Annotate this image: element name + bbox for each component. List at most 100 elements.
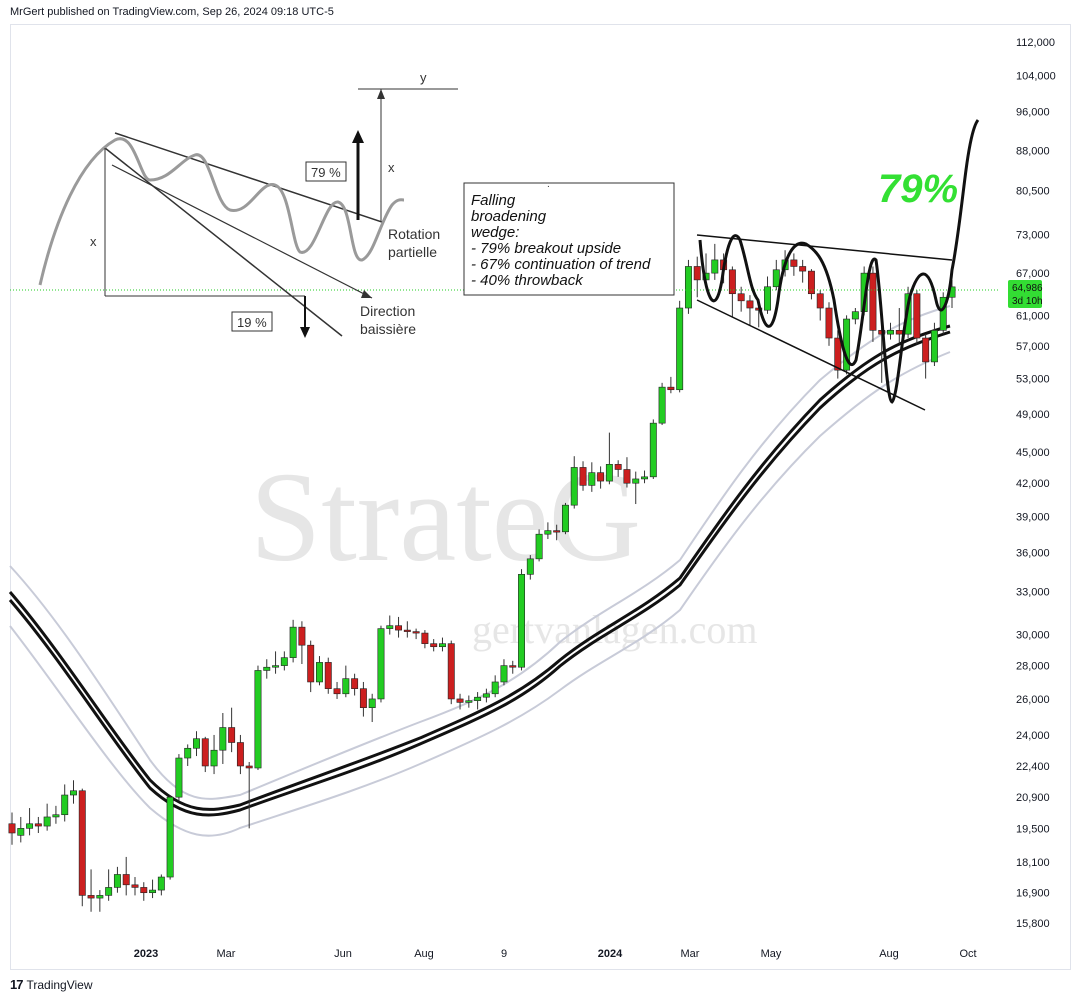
candle[interactable]: [447, 640, 455, 705]
candle[interactable]: [790, 253, 798, 276]
candle[interactable]: [887, 322, 894, 340]
candle[interactable]: [307, 640, 315, 693]
candle[interactable]: [605, 432, 613, 485]
candle[interactable]: [316, 656, 323, 686]
candle[interactable]: [544, 522, 552, 540]
candle[interactable]: [298, 621, 306, 665]
candle[interactable]: [799, 259, 807, 283]
candle[interactable]: [368, 693, 376, 723]
candle[interactable]: [157, 874, 165, 896]
candle[interactable]: [149, 879, 157, 899]
candle[interactable]: [930, 322, 938, 367]
candle[interactable]: [500, 659, 508, 686]
candle[interactable]: [87, 869, 95, 912]
candle[interactable]: [834, 330, 842, 379]
candlestick-series[interactable]: [8, 243, 956, 912]
candle[interactable]: [553, 524, 561, 541]
candle[interactable]: [430, 639, 438, 652]
candle[interactable]: [34, 816, 42, 833]
candle[interactable]: [851, 308, 859, 325]
candle[interactable]: [105, 869, 113, 901]
candle[interactable]: [78, 788, 86, 907]
candle[interactable]: [597, 466, 605, 489]
candle[interactable]: [509, 660, 517, 674]
candle[interactable]: [728, 266, 736, 317]
candle[interactable]: [280, 651, 288, 671]
candle[interactable]: [684, 259, 692, 314]
candle[interactable]: [807, 269, 815, 300]
candle[interactable]: [351, 673, 359, 696]
candle[interactable]: [632, 471, 640, 505]
candle[interactable]: [641, 470, 648, 484]
candle[interactable]: [193, 731, 200, 757]
candle[interactable]: [579, 461, 587, 491]
candle[interactable]: [518, 569, 525, 671]
candle[interactable]: [412, 628, 420, 640]
candle[interactable]: [201, 736, 209, 773]
candle[interactable]: [43, 803, 51, 831]
candle[interactable]: [52, 805, 60, 824]
candle[interactable]: [219, 713, 227, 764]
last-price-tag[interactable]: 64,986 3d 10h: [1008, 280, 1043, 308]
time-axis[interactable]: 2023 Mar Jun Aug 9 2024 Mar May Aug Oct: [134, 948, 977, 960]
candle[interactable]: [667, 376, 675, 394]
candle[interactable]: [377, 625, 385, 703]
candle[interactable]: [113, 866, 121, 893]
candle[interactable]: [403, 621, 411, 638]
candle[interactable]: [359, 681, 367, 717]
candle[interactable]: [421, 630, 429, 649]
candle[interactable]: [588, 462, 596, 492]
candle[interactable]: [395, 616, 403, 638]
candle[interactable]: [131, 877, 139, 896]
candle[interactable]: [140, 882, 148, 901]
candle[interactable]: [272, 651, 280, 674]
candle[interactable]: [26, 808, 34, 836]
candle[interactable]: [764, 276, 771, 314]
candle[interactable]: [166, 795, 174, 880]
candle[interactable]: [122, 856, 130, 896]
candle[interactable]: [711, 243, 719, 280]
candle[interactable]: [228, 707, 236, 753]
candle[interactable]: [456, 693, 464, 710]
price-axis[interactable]: 112,000 104,000 96,000 88,000 80,500 73,000 67…: [1016, 37, 1056, 930]
candle[interactable]: [649, 419, 657, 479]
candle[interactable]: [922, 334, 930, 379]
candle[interactable]: [245, 761, 253, 829]
candle[interactable]: [693, 256, 701, 298]
candle[interactable]: [869, 266, 877, 342]
candle[interactable]: [746, 295, 754, 326]
candle[interactable]: [210, 734, 218, 775]
footer-brand[interactable]: TradingView: [26, 977, 93, 992]
candle[interactable]: [184, 744, 192, 766]
candle[interactable]: [289, 619, 297, 663]
candle[interactable]: [676, 300, 684, 393]
candle[interactable]: [843, 315, 851, 375]
candle[interactable]: [772, 259, 780, 291]
candle[interactable]: [658, 382, 666, 426]
candle[interactable]: [913, 290, 921, 345]
candle[interactable]: [526, 555, 534, 580]
candle[interactable]: [263, 659, 271, 679]
candle[interactable]: [8, 812, 16, 845]
candle[interactable]: [17, 816, 25, 843]
candle[interactable]: [70, 780, 77, 804]
candle[interactable]: [939, 292, 947, 335]
candle[interactable]: [816, 290, 824, 321]
candle[interactable]: [342, 665, 350, 698]
candle[interactable]: [386, 615, 394, 635]
candle[interactable]: [491, 675, 499, 698]
candle[interactable]: [96, 890, 104, 912]
candle[interactable]: [535, 529, 543, 562]
candle[interactable]: [254, 665, 262, 771]
candle[interactable]: [175, 754, 183, 802]
candle[interactable]: [439, 637, 446, 652]
candle[interactable]: [474, 692, 482, 710]
candle[interactable]: [236, 734, 244, 775]
candle[interactable]: [324, 657, 332, 694]
candle[interactable]: [623, 457, 631, 488]
candle[interactable]: [61, 784, 69, 822]
candle[interactable]: [737, 286, 745, 312]
candle[interactable]: [465, 695, 473, 708]
candle[interactable]: [561, 502, 569, 535]
